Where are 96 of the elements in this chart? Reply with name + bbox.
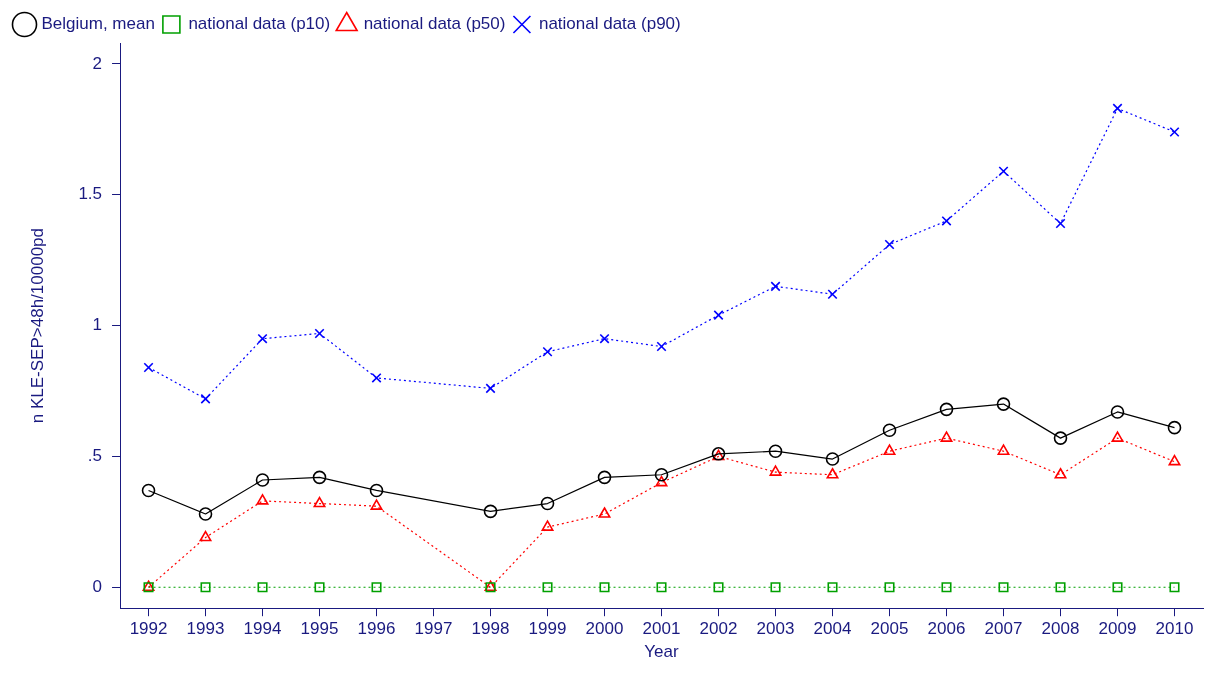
y-tick-label: .5 [87,446,103,466]
point [882,423,897,438]
point [939,402,954,417]
point [770,281,781,292]
legend-label: national data (p90) [538,14,681,34]
point [827,289,838,300]
point [654,467,669,482]
point [371,372,382,383]
x-tick-label: 2002 [699,619,738,639]
point [597,470,612,485]
point [314,328,325,339]
x-tick-label: 1994 [243,619,282,639]
point [312,470,327,485]
point [1112,582,1123,593]
point [1053,431,1068,445]
point [542,346,553,357]
point [713,582,724,593]
point [770,582,781,593]
point [369,483,384,498]
point [826,467,839,479]
point [998,582,1009,593]
point [256,494,269,505]
point [941,582,952,593]
point [598,507,611,518]
x-tick-label: 2001 [642,619,681,639]
x-tick-label: 1992 [129,619,168,639]
x-tick-label: 2000 [585,619,624,639]
y-tick-label: 1 [92,315,103,335]
point [255,473,270,487]
point [542,582,553,593]
x-tick-label: 1995 [300,619,339,639]
point [1054,467,1067,479]
point [884,582,895,593]
point [1112,103,1123,114]
x-tick-label: 2006 [927,619,966,639]
x-tick-label: 2005 [870,619,909,639]
y-tick-label: 0 [92,576,103,596]
x-tick-label: 2003 [756,619,795,639]
x-tick-label: 2010 [1155,619,1194,639]
point [655,475,668,487]
point [257,582,268,593]
legend-label: national data (p50) [363,14,506,34]
point [371,582,382,593]
point [198,507,213,521]
point [884,239,895,250]
legend-label: Belgium, mean [41,14,155,34]
point [1167,420,1182,435]
point [370,499,383,510]
point [1111,431,1124,442]
point [199,530,212,542]
point [996,397,1011,411]
y-tick-label: 1.5 [78,184,103,204]
point [713,310,724,321]
y-tick-label: 2 [92,53,103,73]
point [769,465,782,476]
point [313,496,326,508]
x-tick-label: 1993 [186,619,225,639]
point [1169,582,1180,593]
point [768,444,783,458]
point [883,444,896,455]
y-axis-title: n KLE-SEP>48h/10000pd [27,228,47,424]
point [825,452,840,466]
point [941,215,952,226]
point [599,333,610,344]
point [1168,454,1181,466]
point [483,504,498,519]
legend-label: national data (p10) [188,14,331,34]
point [656,582,667,593]
point [998,166,1009,177]
point [599,582,610,593]
point [940,431,953,442]
point [200,582,211,593]
point [540,496,555,511]
point [1055,582,1066,593]
x-tick-label: 1996 [357,619,396,639]
x-tick-label: 2004 [813,619,852,639]
x-tick-label: 2007 [984,619,1023,639]
point [314,582,325,593]
x-tick-label: 2008 [1041,619,1080,639]
x-tick-label: 1998 [471,619,510,639]
point [1110,405,1125,419]
point [485,383,496,394]
point [656,341,667,352]
point [143,362,154,373]
point [1055,218,1066,229]
x-axis-title: Year [644,642,680,662]
point [141,483,156,498]
point [200,393,211,404]
x-tick-label: 2009 [1098,619,1137,639]
x-tick-label: 1999 [528,619,567,639]
point [257,333,268,344]
point [827,582,838,593]
point [1169,126,1180,138]
point [541,520,554,531]
x-tick-label: 1997 [414,619,453,639]
point [997,444,1010,455]
